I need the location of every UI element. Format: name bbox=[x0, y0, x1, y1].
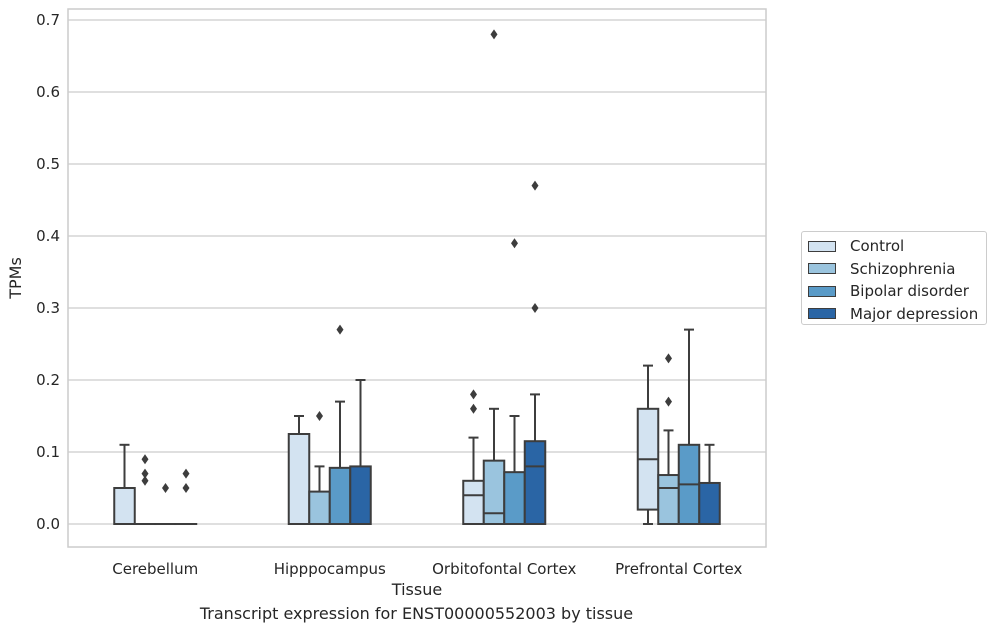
box bbox=[328, 466, 352, 525]
legend-item-bipolar-disorder: Bipolar disorder bbox=[808, 280, 986, 303]
outlier-point bbox=[531, 303, 539, 313]
chart-caption: Transcript expression for ENST0000055200… bbox=[199, 604, 634, 623]
x-tick-label: Cerebellum bbox=[112, 560, 198, 578]
y-tick-label: 0.7 bbox=[36, 11, 60, 29]
x-axis-label: Tissue bbox=[391, 580, 442, 599]
box bbox=[503, 471, 526, 526]
x-tick-label: Hipppocampus bbox=[274, 560, 386, 578]
y-tick-label: 0.0 bbox=[36, 515, 60, 533]
x-tick-label: Prefrontal Cortex bbox=[615, 560, 742, 578]
outlier-point bbox=[490, 29, 498, 40]
legend-swatch-schizophrenia bbox=[808, 263, 836, 275]
box bbox=[698, 481, 721, 525]
box bbox=[482, 459, 506, 526]
legend-swatch-major-depression bbox=[808, 308, 836, 320]
y-tick-label: 0.3 bbox=[36, 299, 60, 317]
box bbox=[349, 465, 372, 525]
outlier-point bbox=[511, 238, 518, 249]
outlier-point bbox=[162, 483, 169, 493]
y-tick-label: 0.4 bbox=[36, 227, 60, 245]
legend-item-major-depression: Major depression bbox=[808, 303, 986, 326]
y-tick-label: 0.1 bbox=[36, 443, 60, 461]
outlier-point bbox=[665, 396, 672, 407]
outlier-point bbox=[470, 389, 477, 400]
box bbox=[113, 487, 136, 525]
legend-label-schizophrenia: Schizophrenia bbox=[850, 259, 956, 278]
outlier-point bbox=[182, 468, 190, 479]
y-tick-label: 0.6 bbox=[36, 83, 60, 101]
outlier-point bbox=[141, 454, 149, 465]
legend-item-schizophrenia: Schizophrenia bbox=[808, 258, 986, 281]
y-axis-label: TPMs bbox=[6, 257, 25, 300]
box bbox=[657, 474, 680, 526]
legend-label-control: Control bbox=[850, 237, 905, 256]
outlier-point bbox=[531, 180, 539, 191]
chart-legend: Control Schizophrenia Bipolar disorder M… bbox=[801, 231, 987, 325]
box bbox=[308, 490, 331, 526]
y-tick-label: 0.2 bbox=[36, 371, 60, 389]
x-tick-label: Orbitofontal Cortex bbox=[432, 560, 576, 578]
outlier-point bbox=[141, 468, 149, 479]
legend-item-control: Control bbox=[808, 235, 986, 258]
legend-label-major-depression: Major depression bbox=[850, 304, 979, 323]
outlier-point bbox=[316, 411, 323, 421]
legend-swatch-bipolar-disorder bbox=[808, 285, 836, 297]
outlier-point bbox=[665, 353, 672, 364]
outlier-point bbox=[182, 483, 190, 493]
outlier-point bbox=[470, 403, 477, 414]
box bbox=[462, 479, 485, 525]
legend-swatch-control bbox=[808, 240, 836, 252]
plot-frame bbox=[67, 8, 767, 548]
outlier-point bbox=[336, 324, 344, 335]
box bbox=[523, 440, 547, 526]
outlier-point bbox=[141, 475, 149, 486]
y-tick-label: 0.5 bbox=[36, 155, 60, 173]
box bbox=[287, 433, 311, 525]
legend-label-bipolar-disorder: Bipolar disorder bbox=[850, 282, 969, 301]
